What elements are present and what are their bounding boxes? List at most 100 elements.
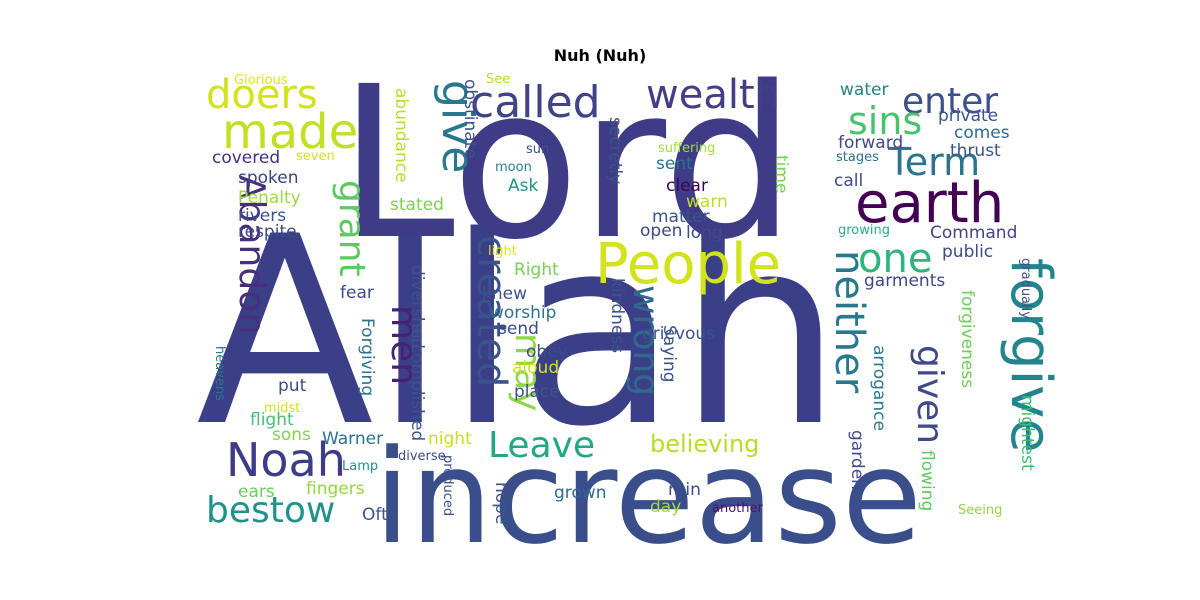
word-light: light xyxy=(488,244,517,259)
word-garments: garments xyxy=(864,271,945,291)
word-hope: hope xyxy=(491,482,511,524)
word-respite: respite xyxy=(238,222,297,242)
word-stages: stages xyxy=(836,150,879,165)
word-obey: obey xyxy=(526,342,568,362)
word-seeing: Seeing xyxy=(958,503,1002,518)
word-forward: forward xyxy=(838,133,903,153)
word-comes: comes xyxy=(954,123,1010,143)
word-increase: increase xyxy=(374,421,922,573)
word-water: water xyxy=(840,80,888,100)
word-abandon: Abandon xyxy=(231,175,272,335)
word-believing: believing xyxy=(650,430,759,458)
word-rain: rain xyxy=(668,480,701,500)
word-sins: sins xyxy=(848,99,922,143)
word-obstinate: obstinate xyxy=(460,79,480,159)
word-warn: warn xyxy=(686,192,728,212)
word-secretly: secretly xyxy=(605,117,625,184)
word-rivers: rivers xyxy=(238,206,286,226)
word-sons: sons xyxy=(272,425,311,445)
word-lamp: Lamp xyxy=(342,459,378,474)
word-kindness: kindness xyxy=(607,278,627,353)
word-noah: Noah xyxy=(226,433,346,487)
word-see: See xyxy=(486,72,510,87)
chart-title: Nuh (Nuh) xyxy=(553,46,647,65)
word-moon: moon xyxy=(495,160,532,175)
word-sun: sun xyxy=(526,142,549,157)
word-men: men xyxy=(383,305,424,385)
word-produced: produced xyxy=(440,455,455,516)
word-term: Term xyxy=(887,140,980,184)
word-abundance: abundance xyxy=(391,88,411,183)
word-heavens: heavens xyxy=(212,346,227,401)
word-fear: fear xyxy=(340,283,374,303)
word-warner: Warner xyxy=(322,429,383,449)
word-ears: ears xyxy=(238,482,275,502)
word-sent: sent xyxy=(656,154,693,174)
word-penalty: Penalty xyxy=(238,188,301,208)
word-accomplished: accomplished xyxy=(407,324,427,441)
word-call: call xyxy=(834,171,863,191)
word-allah: Allah xyxy=(196,182,842,484)
word-midst: midst xyxy=(264,401,300,416)
word-fingers: fingers xyxy=(306,479,365,499)
word-matter: matter xyxy=(652,207,710,227)
word-saying: Saying xyxy=(659,325,679,383)
word-leave: Leave xyxy=(488,425,595,466)
word-given: given xyxy=(909,345,950,444)
word-place: place xyxy=(514,382,560,402)
word-day: day xyxy=(650,497,681,517)
word-public: public xyxy=(942,242,993,262)
word-give: give xyxy=(432,80,483,173)
word-earth: earth xyxy=(855,171,1004,236)
word-one: one xyxy=(858,236,932,282)
word-forgiveness: forgiveness xyxy=(957,290,977,388)
word-grown: grown xyxy=(554,483,607,503)
word-long: long xyxy=(686,223,723,243)
word-stated: stated xyxy=(390,195,444,215)
word-may: may xyxy=(507,333,548,411)
word-worship: worship xyxy=(490,303,556,323)
word-seven: seven xyxy=(296,149,335,164)
word-glorious: Glorious xyxy=(234,73,288,88)
word-another: another xyxy=(712,501,763,516)
word-flight: flight xyxy=(250,410,294,430)
word-arrogance: arrogance xyxy=(869,345,889,431)
word-open: open xyxy=(640,221,682,241)
word-command: Command xyxy=(930,223,1017,243)
word-thrust: thrust xyxy=(950,141,1001,161)
word-send: send xyxy=(498,319,539,339)
word-aloud: aloud xyxy=(512,358,559,378)
word-enter: enter xyxy=(902,81,998,122)
word-covered: covered xyxy=(212,148,280,168)
word-suffering: suffering xyxy=(658,141,715,156)
word-mightest: mightest xyxy=(1017,395,1037,471)
word-doers: doers xyxy=(206,72,318,118)
word-grievous: grievous xyxy=(642,324,715,344)
word-put: put xyxy=(278,376,307,396)
word-called: called xyxy=(470,77,601,128)
word-private: private xyxy=(938,106,998,126)
word-ask: Ask xyxy=(508,176,538,196)
word-grant: grant xyxy=(331,180,372,277)
word-spoken: spoken xyxy=(238,168,299,188)
word-clear: clear xyxy=(666,176,708,196)
word-made: made xyxy=(222,104,358,160)
word-gradually: gradually xyxy=(1018,258,1033,319)
word-forgive: forgive xyxy=(998,258,1063,453)
word-forgiving: Forgiving xyxy=(357,318,377,396)
word-wealth: wealth xyxy=(646,72,780,118)
word-gardens: gardens xyxy=(847,430,867,499)
word-lord: Lord xyxy=(338,41,796,286)
word-night: night xyxy=(428,429,472,449)
word-diverse: diverse xyxy=(398,449,446,464)
word-growing: growing xyxy=(838,223,890,238)
word-oft: Oft xyxy=(362,505,388,525)
word-neither: neither xyxy=(826,250,872,394)
word-time: time xyxy=(771,155,791,193)
word-divershed: divershed xyxy=(407,265,427,349)
word-bestow: bestow xyxy=(206,490,335,531)
word-flowing: flowing xyxy=(917,450,937,511)
word-knew: knew xyxy=(482,284,527,304)
word-created: created xyxy=(468,235,514,387)
